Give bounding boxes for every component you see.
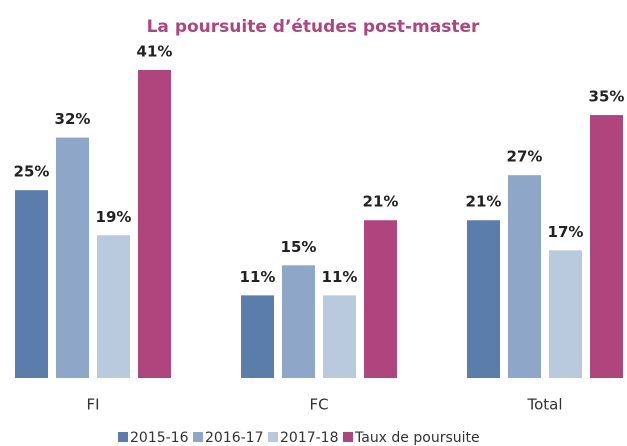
data-label: 27%	[507, 148, 543, 166]
data-label: 35%	[589, 88, 625, 106]
legend-label: 2015-16	[130, 430, 189, 446]
bar	[590, 115, 623, 378]
x-tick-label: Total	[526, 396, 562, 414]
chart-title: La poursuite d’études post-master	[147, 17, 480, 37]
legend-label: Taux de poursuite	[354, 430, 480, 446]
bar	[56, 137, 89, 378]
legend-swatch	[118, 432, 128, 442]
bar	[323, 295, 356, 378]
legend-label: 2016-17	[205, 430, 264, 446]
data-label: 15%	[281, 238, 317, 256]
data-label: 41%	[137, 43, 173, 61]
bar	[508, 175, 541, 378]
legend-swatch	[343, 432, 353, 442]
data-label: 11%	[240, 268, 276, 286]
data-label: 25%	[14, 163, 50, 181]
legend-swatch	[268, 432, 278, 442]
bar	[467, 220, 500, 378]
x-tick-label: FC	[309, 396, 328, 414]
data-label: 21%	[363, 193, 399, 211]
data-label: 21%	[466, 193, 502, 211]
bar	[97, 235, 130, 378]
data-label: 11%	[322, 268, 358, 286]
data-label: 17%	[548, 223, 584, 241]
bar	[15, 190, 48, 378]
legend-label: 2017-18	[280, 430, 339, 446]
data-label: 19%	[96, 208, 132, 226]
bar	[549, 250, 582, 378]
x-tick-label: FI	[86, 396, 99, 414]
data-label: 32%	[55, 110, 91, 128]
legend-swatch	[193, 432, 203, 442]
bar	[138, 70, 171, 378]
bar	[241, 295, 274, 378]
bar	[282, 265, 315, 378]
bar	[364, 220, 397, 378]
